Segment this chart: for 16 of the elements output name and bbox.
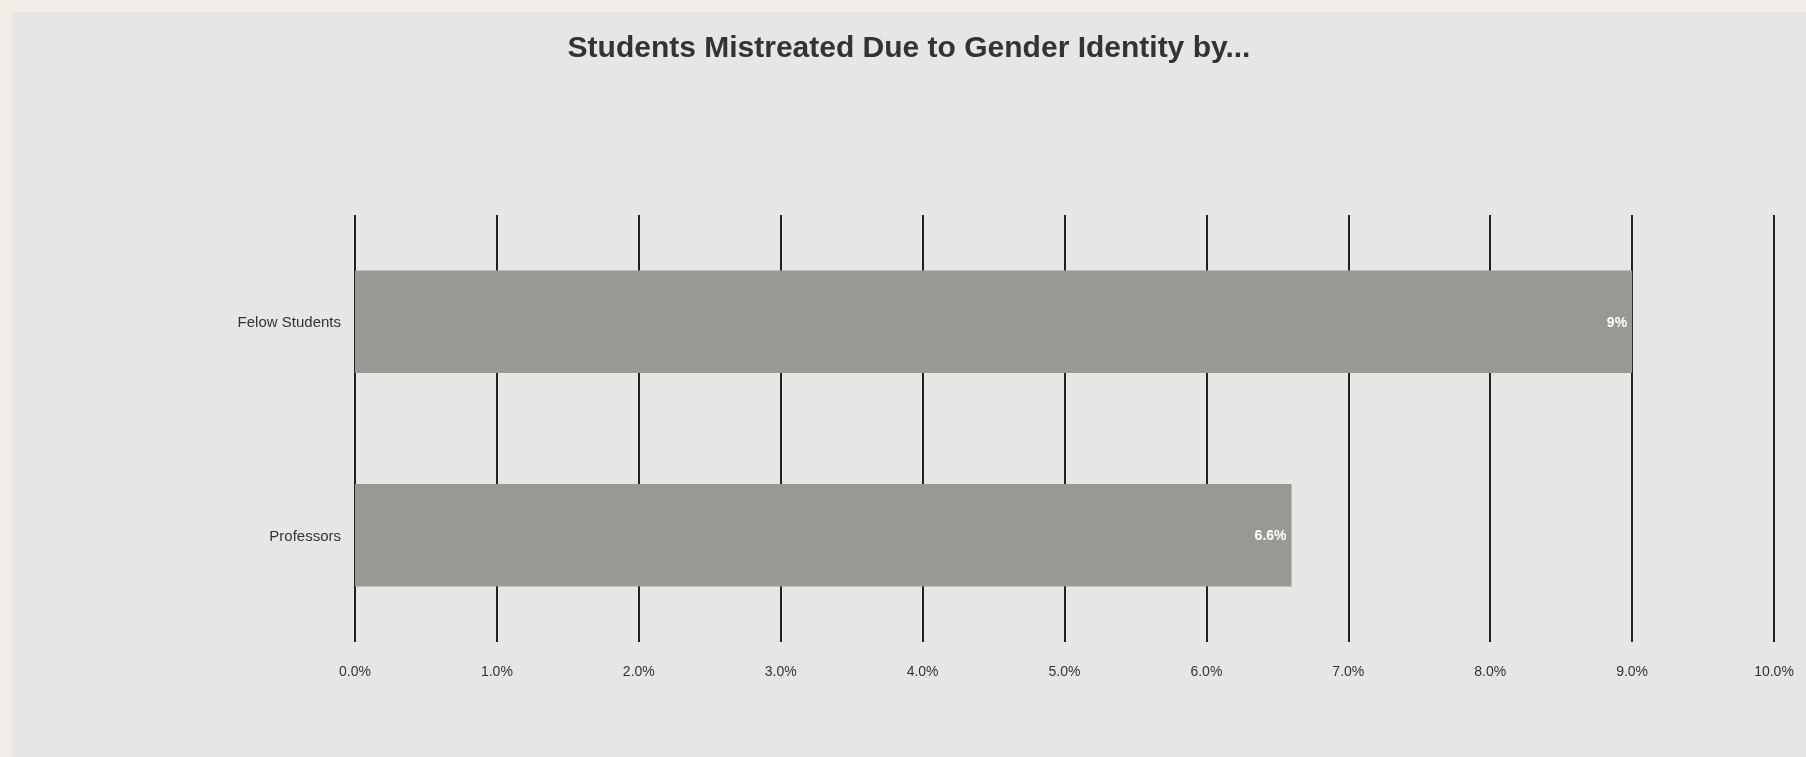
x-tick-label: 10.0% <box>1754 663 1794 679</box>
x-tick-label: 1.0% <box>480 663 513 679</box>
y-tick-label: Professors <box>269 526 341 544</box>
x-tick-label: 2.0% <box>622 663 655 679</box>
x-tick-label: 6.0% <box>1190 663 1223 679</box>
chart-title: Students Mistreated Due to Gender Identity by... <box>567 29 1251 63</box>
x-tick-label: 0.0% <box>339 663 371 679</box>
data-label: 6.6% <box>1254 527 1288 544</box>
x-tick-label: 9.0% <box>1616 663 1649 679</box>
x-tick-label: 5.0% <box>1048 663 1081 679</box>
x-tick-label: 8.0% <box>1474 663 1507 679</box>
data-label: 9% <box>1606 313 1628 330</box>
x-tick-label: 7.0% <box>1332 663 1365 679</box>
x-tick-label: 4.0% <box>906 663 939 679</box>
y-tick-label: Felow Students <box>237 313 341 331</box>
x-tick-label: 3.0% <box>764 663 797 679</box>
